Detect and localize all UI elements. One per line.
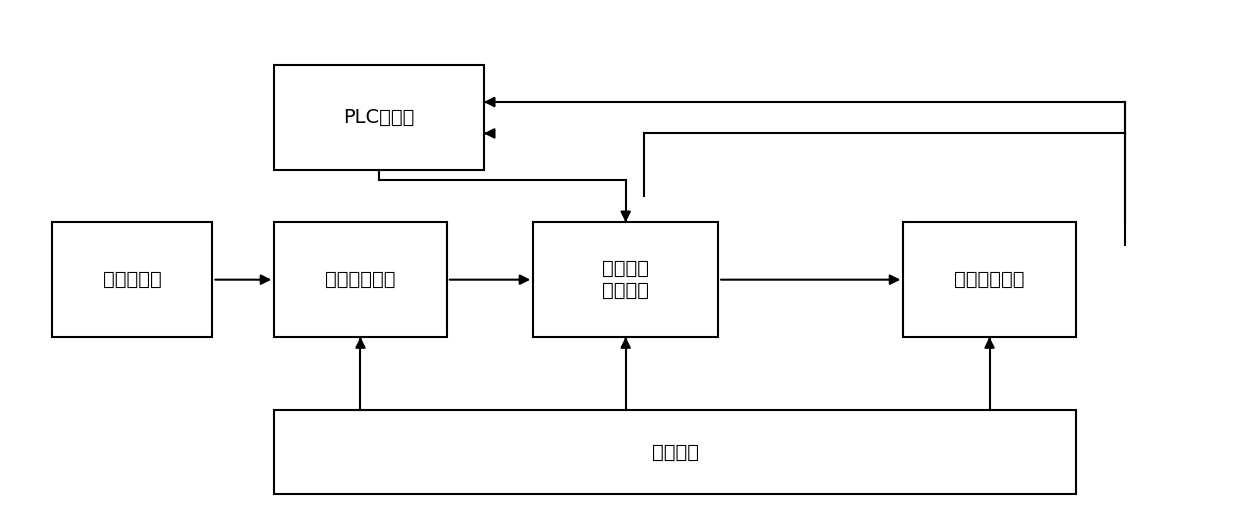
FancyBboxPatch shape xyxy=(274,65,483,170)
Text: PLC控制器: PLC控制器 xyxy=(343,108,415,127)
Text: 逻辑处理
计数模块: 逻辑处理 计数模块 xyxy=(602,259,649,300)
FancyBboxPatch shape xyxy=(274,410,1075,494)
Text: 电源模块: 电源模块 xyxy=(652,442,699,461)
FancyBboxPatch shape xyxy=(274,222,447,337)
Text: 转速传感器: 转速传感器 xyxy=(103,270,161,289)
FancyBboxPatch shape xyxy=(533,222,719,337)
Text: 电压比较模块: 电压比较模块 xyxy=(325,270,395,289)
FancyBboxPatch shape xyxy=(52,222,212,337)
Text: 并行输出电路: 并行输出电路 xyxy=(954,270,1025,289)
FancyBboxPatch shape xyxy=(903,222,1075,337)
